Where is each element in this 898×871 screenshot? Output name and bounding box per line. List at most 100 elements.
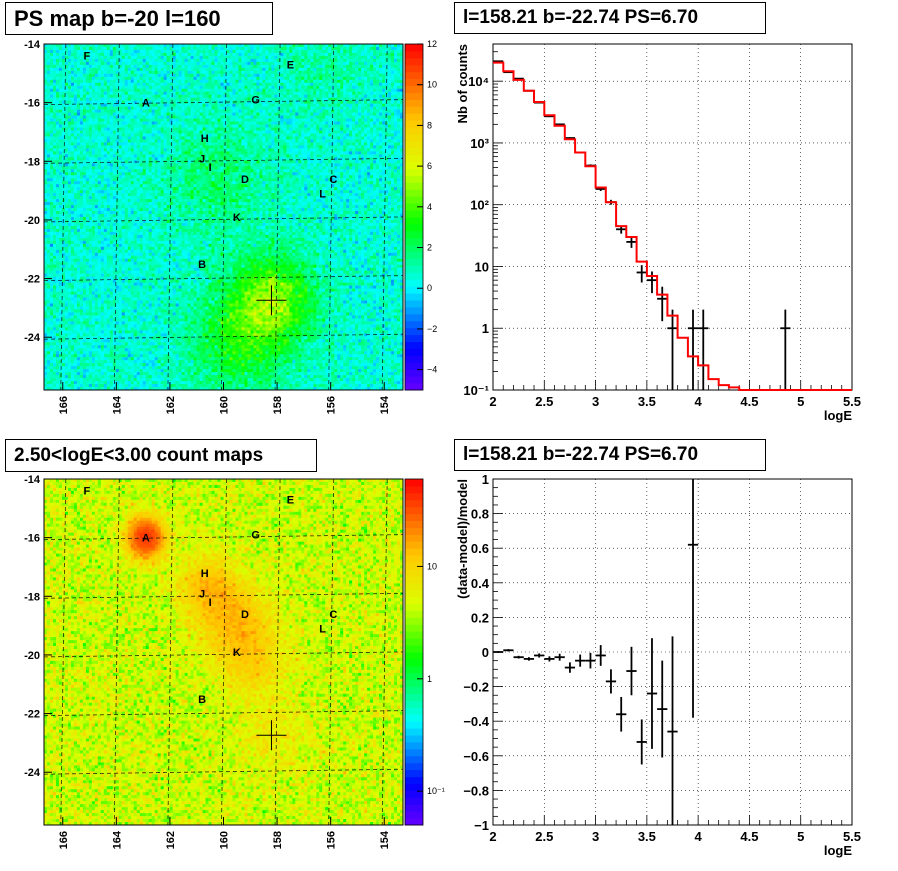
map-y-tick-label: -18 [24, 156, 40, 168]
map-x-tick-label: 158 [272, 831, 284, 849]
source-label-j: J [199, 588, 205, 600]
model-step-curve [493, 61, 852, 391]
source-label-a: A [142, 533, 150, 545]
data-point [780, 309, 791, 390]
count-map-plot: 166 164 162 160 158 156 154 -14 -16 -18 -20 -22 -24 F… [24, 474, 445, 849]
source-label-d: D [241, 609, 249, 621]
y-tick-label: −0.8 [463, 783, 489, 798]
residual-plot: 2 2.5 3 3.5 4 4.5 5 5.5 −1 −0.8 −0.6 −0.4 −0.2 0 0.2 0.… [455, 472, 861, 858]
map-x-tick-label: 154 [379, 830, 391, 849]
x-axis-label: logE [824, 408, 852, 423]
data-point [657, 286, 668, 322]
ps-map-heat-cells [44, 44, 404, 391]
colorbar-tick-label: 0 [427, 283, 432, 293]
y-tick-label: 10⁻¹ [463, 383, 489, 398]
data-point [687, 309, 699, 390]
map-y-tick-label: -16 [24, 533, 40, 545]
data-point [698, 309, 709, 390]
data-point [544, 656, 555, 662]
x-tick-label: 2.5 [535, 829, 553, 844]
ps-position-marker [256, 285, 287, 316]
colorbar-tick-label: 6 [427, 161, 432, 171]
map-x-tick-label: 156 [326, 396, 338, 414]
x-tick-label: 5 [797, 829, 804, 844]
spectrum-plot: 2 2.5 3 3.5 4 4.5 5 5.5 10⁻¹ 1 10 10² 10³ 10⁴ logE Nb o… [455, 43, 861, 423]
map-y-tick-label: -16 [24, 98, 40, 110]
x-tick-label: 2 [489, 394, 496, 409]
y-tick-label: −0.4 [463, 714, 489, 729]
plot-grid [493, 479, 852, 825]
map-y-tick-label: -20 [24, 650, 40, 662]
data-point [616, 696, 627, 732]
x-tick-label: 5 [797, 394, 804, 409]
y-tick-label: −0.2 [463, 680, 489, 695]
y-tick-label: 0.6 [471, 541, 489, 556]
data-point [523, 657, 535, 661]
spectrum-panel: 2 2.5 3 3.5 4 4.5 5 5.5 10⁻¹ 1 10 10² 10³ 10⁴ logE Nb o… [449, 0, 898, 435]
x-tick-label: 2.5 [535, 394, 553, 409]
x-tick-label: 3.5 [638, 394, 656, 409]
colorbar-tick-label: 4 [427, 202, 432, 212]
y-tick-label: 10² [470, 198, 489, 213]
colorbar-tick-label: 1 [427, 674, 432, 684]
source-label-k: K [233, 212, 241, 224]
residual-title-text: l=158.21 b=-22.74 PS=6.70 [463, 444, 698, 466]
source-label-b: B [198, 694, 206, 706]
data-point [667, 636, 678, 825]
y-tick-label: 10 [475, 259, 489, 274]
source-label-c: C [329, 609, 337, 621]
data-point [554, 653, 565, 661]
data-point [636, 719, 647, 765]
data-point [595, 645, 606, 666]
plot-grid [493, 44, 852, 390]
x-tick-label: 5.5 [843, 829, 861, 844]
ps-map-title: PS map b=-20 l=160 [5, 2, 273, 35]
map-x-tick-label: 156 [326, 831, 338, 849]
y-tick-label: −0.6 [463, 749, 489, 764]
source-label-f: F [83, 486, 90, 498]
count-map-heat-cells [44, 479, 404, 826]
spectrum-title: l=158.21 b=-22.74 PS=6.70 [454, 2, 766, 34]
y-tick-label: 0.2 [471, 610, 489, 625]
x-axis-label: logE [824, 843, 852, 858]
map-x-tick-label: 162 [165, 831, 177, 849]
x-tick-label: 4 [695, 829, 703, 844]
map-y-tick-label: -24 [24, 332, 41, 344]
data-point [534, 653, 545, 658]
ps-map-plot: 166 164 162 160 158 156 154 -14 -16 -18 -20 -22 -24 F… [24, 39, 437, 414]
x-tick-label: 3 [592, 394, 599, 409]
source-label-l: L [319, 624, 326, 636]
colorbar-tick-label: −4 [427, 365, 437, 375]
x-tick-label: 4.5 [740, 394, 758, 409]
data-point [493, 651, 504, 653]
map-y-tick-label: -20 [24, 215, 40, 227]
data-point [575, 654, 586, 667]
y-tick-label: 1 [482, 321, 489, 336]
source-label-i: I [209, 162, 212, 174]
x-tick-label: 2 [489, 829, 496, 844]
source-label-h: H [201, 568, 209, 580]
map-y-tick-label: -24 [24, 767, 41, 779]
y-tick-label: −1 [474, 818, 489, 833]
source-label-f: F [83, 51, 90, 63]
x-tick-label: 5.5 [843, 394, 861, 409]
source-label-j: J [199, 153, 205, 165]
y-axis-label: (data-model)/model [455, 479, 470, 599]
ps-map-grid [43, 43, 404, 391]
source-label-i: I [209, 597, 212, 609]
ps-map-colorbar [404, 43, 424, 391]
map-x-tick-label: 164 [111, 830, 123, 849]
y-tick-label: 10³ [470, 136, 489, 151]
map-x-tick-label: 164 [111, 395, 123, 414]
count-map-panel: 166 164 162 160 158 156 154 -14 -16 -18 -20 -22 -24 F… [0, 435, 449, 871]
source-label-c: C [329, 174, 337, 186]
residual-panel: 2 2.5 3 3.5 4 4.5 5 5.5 −1 −0.8 −0.6 −0.4 −0.2 0 0.2 0.… [449, 435, 898, 871]
source-label-b: B [198, 259, 206, 271]
ps-position-marker [256, 720, 287, 751]
data-point [646, 638, 658, 749]
residual-title: l=158.21 b=-22.74 PS=6.70 [454, 439, 766, 471]
data-point [626, 646, 637, 696]
colorbar-tick-label: 10 [427, 80, 437, 90]
data-point [513, 655, 524, 659]
count-map-title-text: 2.50<logE<3.00 count maps [14, 445, 263, 467]
